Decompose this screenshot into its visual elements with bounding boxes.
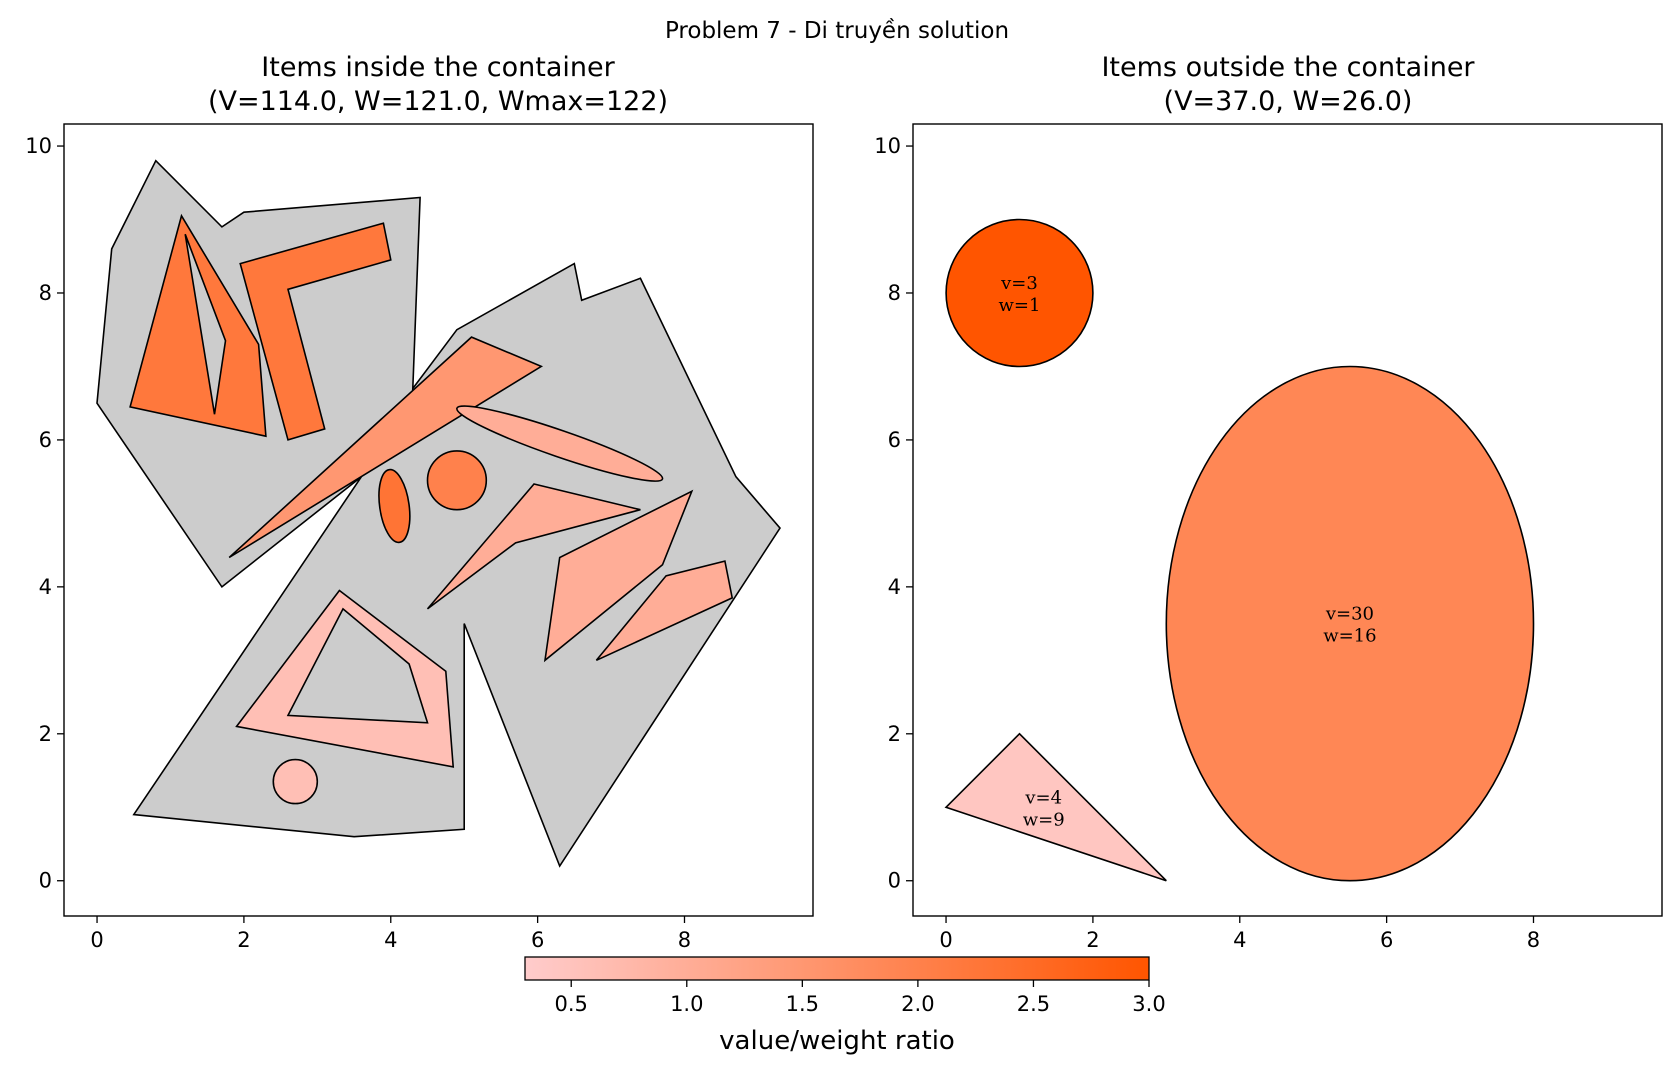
y-tick-label: 8 bbox=[39, 281, 52, 305]
item-polygon-1 bbox=[239, 222, 392, 441]
item-polygon-0 bbox=[129, 213, 267, 438]
y-tick-label: 10 bbox=[25, 134, 52, 158]
x-tick-label: 2 bbox=[1086, 928, 1099, 952]
right-plot-area: v=3w=1 v=30w=16 v=4w=9 0 2 4 6 8 0 2 4 6 8 10 bbox=[874, 123, 1663, 952]
right-panel-title: Items outside the container bbox=[1101, 52, 1475, 83]
y-tick-label: 6 bbox=[39, 428, 52, 452]
right-panel-subtitle: (V=37.0, W=26.0) bbox=[1164, 86, 1413, 117]
x-tick-label: 2 bbox=[237, 928, 250, 952]
item-label-weight: w=1 bbox=[999, 295, 1041, 316]
y-tick-label: 6 bbox=[888, 428, 901, 452]
x-tick-label: 4 bbox=[1233, 928, 1246, 952]
x-tick-label: 4 bbox=[384, 928, 397, 952]
item-label-weight: w=9 bbox=[1023, 809, 1065, 830]
x-tick-label: 0 bbox=[939, 928, 952, 952]
x-tick-label: 8 bbox=[1527, 928, 1540, 952]
colorbar: 0.5 1.0 1.5 2.0 2.5 3.0 value/weight ratio bbox=[524, 956, 1166, 1056]
item-ellipse-4 bbox=[378, 468, 411, 544]
item-ellipse-3 bbox=[456, 405, 664, 482]
y-tick-label: 10 bbox=[874, 134, 901, 158]
y-tick-label: 2 bbox=[39, 722, 52, 746]
colorbar-tick-label: 1.5 bbox=[786, 992, 819, 1016]
left-panel-title: Items inside the container bbox=[261, 52, 615, 83]
x-tick-label: 6 bbox=[1380, 928, 1393, 952]
colorbar-tick-label: 1.0 bbox=[670, 992, 703, 1016]
item-polygon-2 bbox=[944, 732, 1167, 882]
x-tick-label: 0 bbox=[90, 928, 103, 952]
item-ellipse-10 bbox=[272, 758, 319, 805]
y-tick-label: 2 bbox=[888, 722, 901, 746]
y-tick-label: 4 bbox=[39, 575, 52, 599]
right-panel: Items outside the container (V=37.0, W=2… bbox=[874, 52, 1663, 952]
colorbar-label: value/weight ratio bbox=[719, 1026, 955, 1056]
y-tick-label: 0 bbox=[39, 869, 52, 893]
left-plot-area: 0 2 4 6 8 0 2 4 6 8 10 bbox=[25, 123, 814, 952]
item-ellipse-5 bbox=[426, 450, 488, 511]
y-tick-label: 8 bbox=[888, 281, 901, 305]
colorbar-ticks: 0.5 1.0 1.5 2.0 2.5 3.0 bbox=[555, 980, 1166, 1016]
colorbar-tick-label: 2.5 bbox=[1017, 992, 1050, 1016]
colorbar-tick-label: 3.0 bbox=[1132, 992, 1165, 1016]
left-panel: Items inside the container (V=114.0, W=1… bbox=[25, 52, 814, 952]
left-panel-subtitle: (V=114.0, W=121.0, Wmax=122) bbox=[208, 86, 668, 117]
item-polygon-8 bbox=[595, 560, 734, 662]
x-tick-label: 8 bbox=[678, 928, 691, 952]
colorbar-gradient bbox=[524, 956, 1150, 981]
item-polygon-6 bbox=[426, 483, 641, 610]
colorbar-tick-label: 2.0 bbox=[901, 992, 934, 1016]
x-tick-label: 6 bbox=[531, 928, 544, 952]
axes-frame bbox=[912, 123, 1663, 917]
item-ellipse-0 bbox=[945, 218, 1094, 368]
y-tick-label: 0 bbox=[888, 869, 901, 893]
item-label-value: v=30 bbox=[1325, 604, 1374, 625]
colorbar-tick-label: 0.5 bbox=[555, 992, 588, 1016]
item-label-value: v=4 bbox=[1024, 787, 1062, 808]
item-ellipse-1 bbox=[1165, 365, 1535, 882]
axes-frame bbox=[63, 123, 814, 917]
item-label-value: v=3 bbox=[1000, 273, 1038, 294]
item-label-weight: w=16 bbox=[1323, 626, 1376, 647]
item-polygon-7 bbox=[543, 489, 694, 663]
item-polygon-2 bbox=[228, 336, 544, 559]
item-polygon-9 bbox=[235, 589, 455, 768]
figure-suptitle: Problem 7 - Di truyền solution bbox=[665, 18, 1009, 44]
y-tick-label: 4 bbox=[888, 575, 901, 599]
